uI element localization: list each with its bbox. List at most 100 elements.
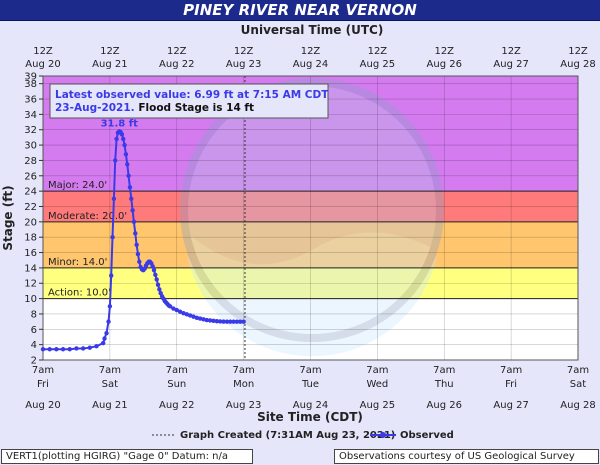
data-point: [121, 136, 126, 142]
annotation-box: [49, 83, 329, 119]
top-tick-date: Aug 22: [159, 59, 194, 70]
top-tick-date: Aug 25: [360, 59, 395, 70]
data-point: [187, 313, 193, 318]
data-point: [137, 259, 142, 264]
legend-graph-created-label: Graph Created (7:31AM Aug 23, 2021): [180, 430, 395, 441]
top-tick-time: 12Z: [568, 46, 588, 57]
y-tick-label: 14: [24, 263, 37, 274]
bottom-tick-time: 7am: [567, 365, 589, 376]
bottom-tick-date: Aug 21: [92, 400, 127, 411]
data-point: [113, 158, 118, 163]
data-point: [171, 306, 176, 311]
top-tick-time: 12Z: [368, 46, 388, 57]
y-tick-label: 18: [24, 233, 37, 244]
data-point: [157, 287, 162, 292]
bottom-tick-day: Tue: [301, 379, 319, 390]
data-point: [47, 347, 52, 352]
bottom-tick-day: Sun: [167, 379, 186, 390]
data-point: [214, 319, 220, 324]
y-tick-label: 26: [24, 171, 37, 182]
latest-observed-date: 23-Aug-2021. Flood Stage is 14 ft: [55, 102, 254, 114]
bottom-tick-day: Thu: [434, 379, 454, 390]
y-tick-label: 34: [24, 110, 37, 121]
data-point: [107, 304, 113, 309]
data-point: [133, 231, 138, 236]
y-tick-label: 12: [24, 279, 37, 290]
bottom-tick-date: Aug 26: [427, 400, 462, 411]
bottom-tick-time: 7am: [166, 365, 188, 376]
data-point: [67, 347, 72, 352]
data-point: [114, 136, 119, 142]
top-tick-time: 12Z: [33, 46, 53, 57]
data-point: [123, 152, 129, 157]
legend-observed-marker: [380, 432, 386, 438]
bottom-tick-day: Mon: [233, 379, 254, 390]
data-point: [74, 346, 79, 351]
data-point: [167, 304, 173, 309]
y-tick-label: 32: [24, 125, 37, 136]
data-point: [131, 219, 137, 225]
data-point: [238, 319, 243, 324]
bottom-tick-time: 7am: [233, 365, 255, 376]
bottom-tick-date: Aug 24: [293, 400, 328, 411]
bottom-tick-date: Aug 22: [159, 400, 194, 411]
footer-credit: Observations courtesy of US Geological S…: [334, 449, 599, 464]
y-tick-label: 36: [24, 95, 37, 106]
data-point: [135, 251, 141, 257]
threshold-label-moderate: Moderate: 20.0': [48, 211, 127, 222]
y-tick-label: 20: [24, 217, 37, 228]
threshold-label-major: Major: 24.0': [48, 180, 107, 191]
y-tick-label: 10: [24, 294, 37, 305]
data-point: [125, 162, 130, 167]
data-point: [228, 319, 233, 324]
y-tick-label: 39: [24, 72, 37, 83]
data-point: [87, 345, 93, 350]
bottom-tick-day: Wed: [366, 379, 388, 390]
data-point: [102, 336, 107, 341]
data-point: [60, 347, 66, 352]
bottom-tick-time: 7am: [433, 365, 455, 376]
data-point: [207, 318, 213, 323]
data-point: [130, 208, 135, 213]
chart-title: PINEY RIVER NEAR VERNON: [183, 1, 417, 19]
data-point: [231, 319, 236, 324]
data-point: [151, 267, 157, 273]
x-axis-title: Site Time (CDT): [257, 410, 363, 424]
data-point: [122, 142, 127, 148]
footer-datum-info: VERT1(plotting HGIRG) "Gage 0" Datum: n/…: [1, 449, 253, 464]
bottom-tick-date: Aug 25: [360, 400, 395, 411]
data-point: [110, 234, 115, 240]
data-point: [191, 314, 196, 319]
y-tick-label: 16: [24, 248, 37, 259]
data-point: [177, 309, 183, 314]
data-point: [104, 330, 109, 336]
bottom-tick-time: 7am: [299, 365, 321, 376]
data-point: [154, 277, 159, 282]
data-point: [119, 132, 125, 137]
data-point: [40, 347, 46, 352]
top-tick-time: 12Z: [434, 46, 454, 57]
threshold-label-minor: Minor: 14.0': [48, 257, 107, 268]
bottom-tick-time: 7am: [99, 365, 121, 376]
y-tick-label: 4: [31, 340, 37, 351]
top-tick-time: 12Z: [501, 46, 521, 57]
bottom-tick-date: Aug 23: [226, 400, 261, 411]
top-tick-time: 12Z: [301, 46, 321, 57]
band-minor: [43, 221, 578, 268]
y-tick-label: 28: [24, 156, 37, 167]
data-point: [218, 319, 223, 324]
bottom-tick-time: 7am: [32, 365, 54, 376]
top-tick-date: Aug 21: [92, 59, 127, 70]
top-tick-date: Aug 20: [25, 59, 60, 70]
top-tick-time: 12Z: [100, 46, 120, 57]
data-point: [111, 196, 117, 202]
data-point: [54, 347, 59, 352]
y-tick-label: 22: [24, 202, 37, 213]
latest-observed-text: Latest observed value: 6.99 ft at 7:15 A…: [55, 89, 329, 101]
legend: Graph Created (7:31AM Aug 23, 2021) Obse…: [152, 430, 454, 441]
plot-frame: [42, 75, 579, 361]
data-point: [224, 319, 230, 324]
data-point: [100, 340, 106, 346]
threshold-label-action: Action: 10.0': [48, 288, 111, 299]
